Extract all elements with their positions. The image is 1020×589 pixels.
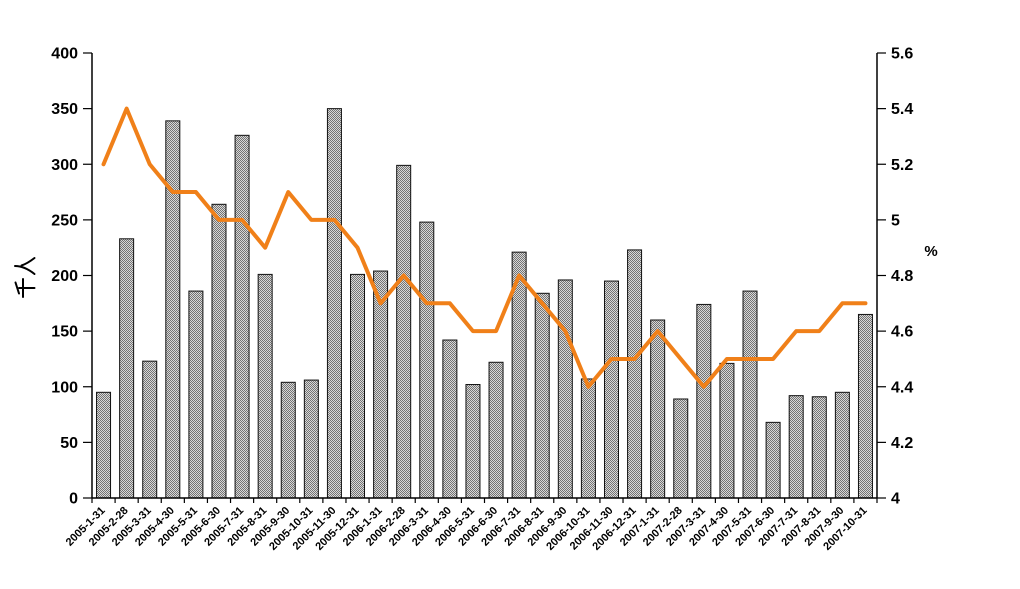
bar-2006-4-30 — [442, 339, 458, 499]
bar-2006-6-30 — [488, 361, 504, 499]
bar-2005-6-30 — [211, 203, 227, 499]
right-axis-tick-label: 5.2 — [891, 157, 913, 174]
bar-2007-1-31 — [650, 319, 666, 499]
bar-2005-8-31 — [257, 273, 273, 499]
left-axis-tick-label: 100 — [51, 379, 78, 396]
bar-2005-3-31 — [142, 360, 158, 499]
bar-2006-9-30 — [557, 279, 573, 499]
bar-2005-7-31 — [234, 134, 250, 499]
bar-2006-3-31 — [419, 221, 435, 499]
bar-2007-2-28 — [673, 398, 689, 499]
right-axis-tick-label: 4.8 — [891, 268, 913, 285]
left-axis-tick-label: 300 — [51, 157, 78, 174]
right-axis-tick-label: 5 — [891, 212, 900, 229]
bar-2006-11-30 — [603, 280, 619, 499]
bar-2005-12-31 — [350, 273, 366, 499]
right-axis-tick-label: 4.2 — [891, 435, 913, 452]
bar-2005-5-31 — [188, 290, 204, 499]
bar-2006-8-31 — [534, 292, 550, 499]
bar-2005-1-31 — [96, 391, 112, 499]
bar-2007-5-31 — [742, 290, 758, 499]
bar-2006-2-28 — [396, 164, 412, 499]
glyph-ren — [14, 257, 36, 275]
left-axis-tick-label: 400 — [51, 46, 78, 63]
bar-2005-4-30 — [165, 120, 181, 499]
right-axis-title: % — [924, 243, 937, 260]
bar-2006-10-31 — [580, 378, 596, 499]
glyph-qian — [14, 278, 36, 298]
right-axis-tick-label: 5.6 — [891, 46, 913, 63]
bar-2006-5-31 — [465, 384, 481, 499]
bar-2007-3-31 — [696, 303, 712, 499]
bar-2007-4-30 — [719, 362, 735, 499]
axes — [83, 52, 886, 503]
left-axis-tick-label: 350 — [51, 101, 78, 118]
line-series — [101, 106, 868, 389]
bars-series — [96, 108, 873, 499]
left-axis-tick-label: 150 — [51, 324, 78, 341]
bar-2005-9-30 — [280, 381, 296, 499]
left-axis-title-glyphs: 千人 — [14, 257, 36, 298]
rate-line — [101, 106, 868, 389]
left-axis-tick-label: 200 — [51, 268, 78, 285]
bar-2007-8-31 — [811, 396, 827, 499]
right-axis-tick-label: 4.4 — [891, 379, 913, 396]
right-axis-tick-label: 4 — [891, 491, 900, 508]
left-axis-tick-label: 50 — [60, 435, 78, 452]
bar-2005-11-30 — [326, 108, 342, 499]
bar-2005-2-28 — [119, 238, 135, 499]
right-axis-tick-label: 4.6 — [891, 324, 913, 341]
bar-2006-12-31 — [627, 249, 643, 499]
bar-2007-10-31 — [857, 313, 873, 499]
bar-2005-10-31 — [303, 379, 319, 499]
left-axis-tick-label: 250 — [51, 212, 78, 229]
left-axis-tick-label: 0 — [69, 491, 78, 508]
bar-2007-6-30 — [765, 421, 781, 499]
bar-2007-7-31 — [788, 395, 804, 499]
bar-2007-9-30 — [834, 391, 850, 499]
right-axis-tick-label: 5.4 — [891, 101, 913, 118]
